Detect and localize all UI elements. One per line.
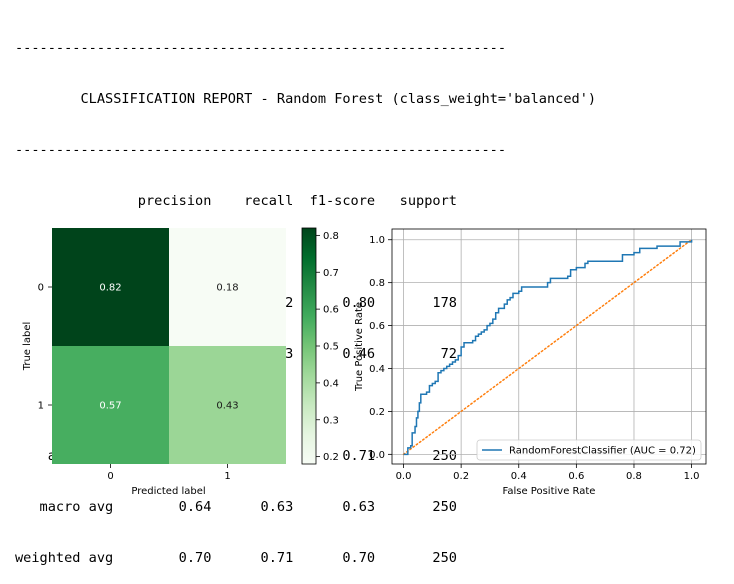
confusion-matrix-chart: 0.82 0.18 0.57 0.43 0 1 0 1 Predicted label Tr… bbox=[22, 227, 339, 497]
roc-x-tick-label: 1.0 bbox=[684, 471, 700, 482]
colorbar-ticks: 0.2 0.3 0.4 0.5 0.6 0.7 0.8 bbox=[316, 231, 339, 463]
colorbar bbox=[301, 227, 317, 465]
roc-y-axis-label: True Positive Rate bbox=[354, 302, 365, 392]
cm-y-tick-label: 1 bbox=[38, 401, 44, 412]
colorbar-tick-label: 0.6 bbox=[323, 305, 339, 316]
roc-x-tick-label: 0.2 bbox=[453, 471, 469, 482]
report-divider-top: ----------------------------------------… bbox=[15, 40, 507, 56]
cm-cell-0-0 bbox=[52, 228, 169, 346]
cm-y-tick-label: 0 bbox=[38, 283, 44, 294]
colorbar-tick-label: 0.4 bbox=[323, 378, 339, 389]
colorbar-tick-label: 0.5 bbox=[323, 342, 339, 353]
cm-cell-label: 0.43 bbox=[216, 401, 238, 412]
colorbar-tick-label: 0.7 bbox=[323, 268, 339, 279]
roc-curve-chart: 0.0 0.2 0.4 0.6 0.8 1.0 0.0 0.2 0.4 0.6 0.8 1.0 Fal… bbox=[354, 228, 707, 497]
cm-cell-0-1 bbox=[169, 228, 286, 346]
confusion-matrix-axes: 0 1 0 1 bbox=[38, 283, 231, 483]
report-title: CLASSIFICATION REPORT - Random Forest (c… bbox=[15, 91, 596, 108]
roc-chance-line bbox=[402, 238, 693, 456]
roc-lines bbox=[402, 238, 693, 456]
cm-x-tick-label: 1 bbox=[224, 471, 230, 482]
report-header-row: precision recall f1-score support bbox=[15, 193, 457, 209]
roc-x-tick-label: 0.4 bbox=[511, 471, 527, 482]
cm-cell-label: 0.57 bbox=[99, 401, 121, 412]
report-divider-bottom: ----------------------------------------… bbox=[15, 142, 507, 158]
report-title-text: CLASSIFICATION REPORT - Random Forest (c… bbox=[80, 91, 597, 107]
cm-cell-1-0 bbox=[52, 346, 169, 464]
cm-x-tick-label: 0 bbox=[107, 471, 113, 482]
colorbar-tick-label: 0.3 bbox=[323, 415, 339, 426]
colorbar-tick-label: 0.8 bbox=[323, 231, 339, 242]
roc-x-axis-label: False Positive Rate bbox=[503, 486, 596, 497]
cm-cell-label: 0.18 bbox=[216, 283, 238, 294]
cm-cell-label: 0.82 bbox=[99, 283, 121, 294]
cm-x-axis-label: Predicted label bbox=[131, 486, 205, 497]
report-row-weighted-avg: weighted avg 0.70 0.71 0.70 250 bbox=[15, 550, 457, 566]
roc-x-tick-label: 0.0 bbox=[396, 471, 412, 482]
roc-y-tick-label: 1.0 bbox=[369, 235, 385, 246]
colorbar-tick-label: 0.2 bbox=[323, 452, 339, 463]
cm-y-axis-label: True label bbox=[22, 322, 33, 372]
roc-y-tick-label: 0.0 bbox=[369, 450, 385, 461]
roc-ticks: 0.0 0.2 0.4 0.6 0.8 1.0 0.0 0.2 0.4 0.6 0.8 1.0 bbox=[369, 235, 699, 482]
roc-legend-label: RandomForestClassifier (AUC = 0.72) bbox=[509, 446, 696, 457]
confusion-matrix-cells: 0.82 0.18 0.57 0.43 bbox=[52, 228, 286, 464]
roc-y-tick-label: 0.4 bbox=[369, 364, 385, 375]
roc-plot-frame bbox=[391, 228, 707, 465]
roc-legend-box bbox=[476, 439, 702, 461]
roc-y-tick-label: 0.8 bbox=[369, 278, 385, 289]
roc-x-tick-label: 0.6 bbox=[568, 471, 584, 482]
roc-y-tick-label: 0.2 bbox=[369, 407, 385, 418]
roc-y-tick-label: 0.6 bbox=[369, 321, 385, 332]
cm-cell-1-1 bbox=[169, 346, 286, 464]
roc-curve-line bbox=[403, 239, 693, 456]
roc-legend: RandomForestClassifier (AUC = 0.72) bbox=[476, 439, 702, 461]
roc-x-tick-label: 0.8 bbox=[626, 471, 642, 482]
